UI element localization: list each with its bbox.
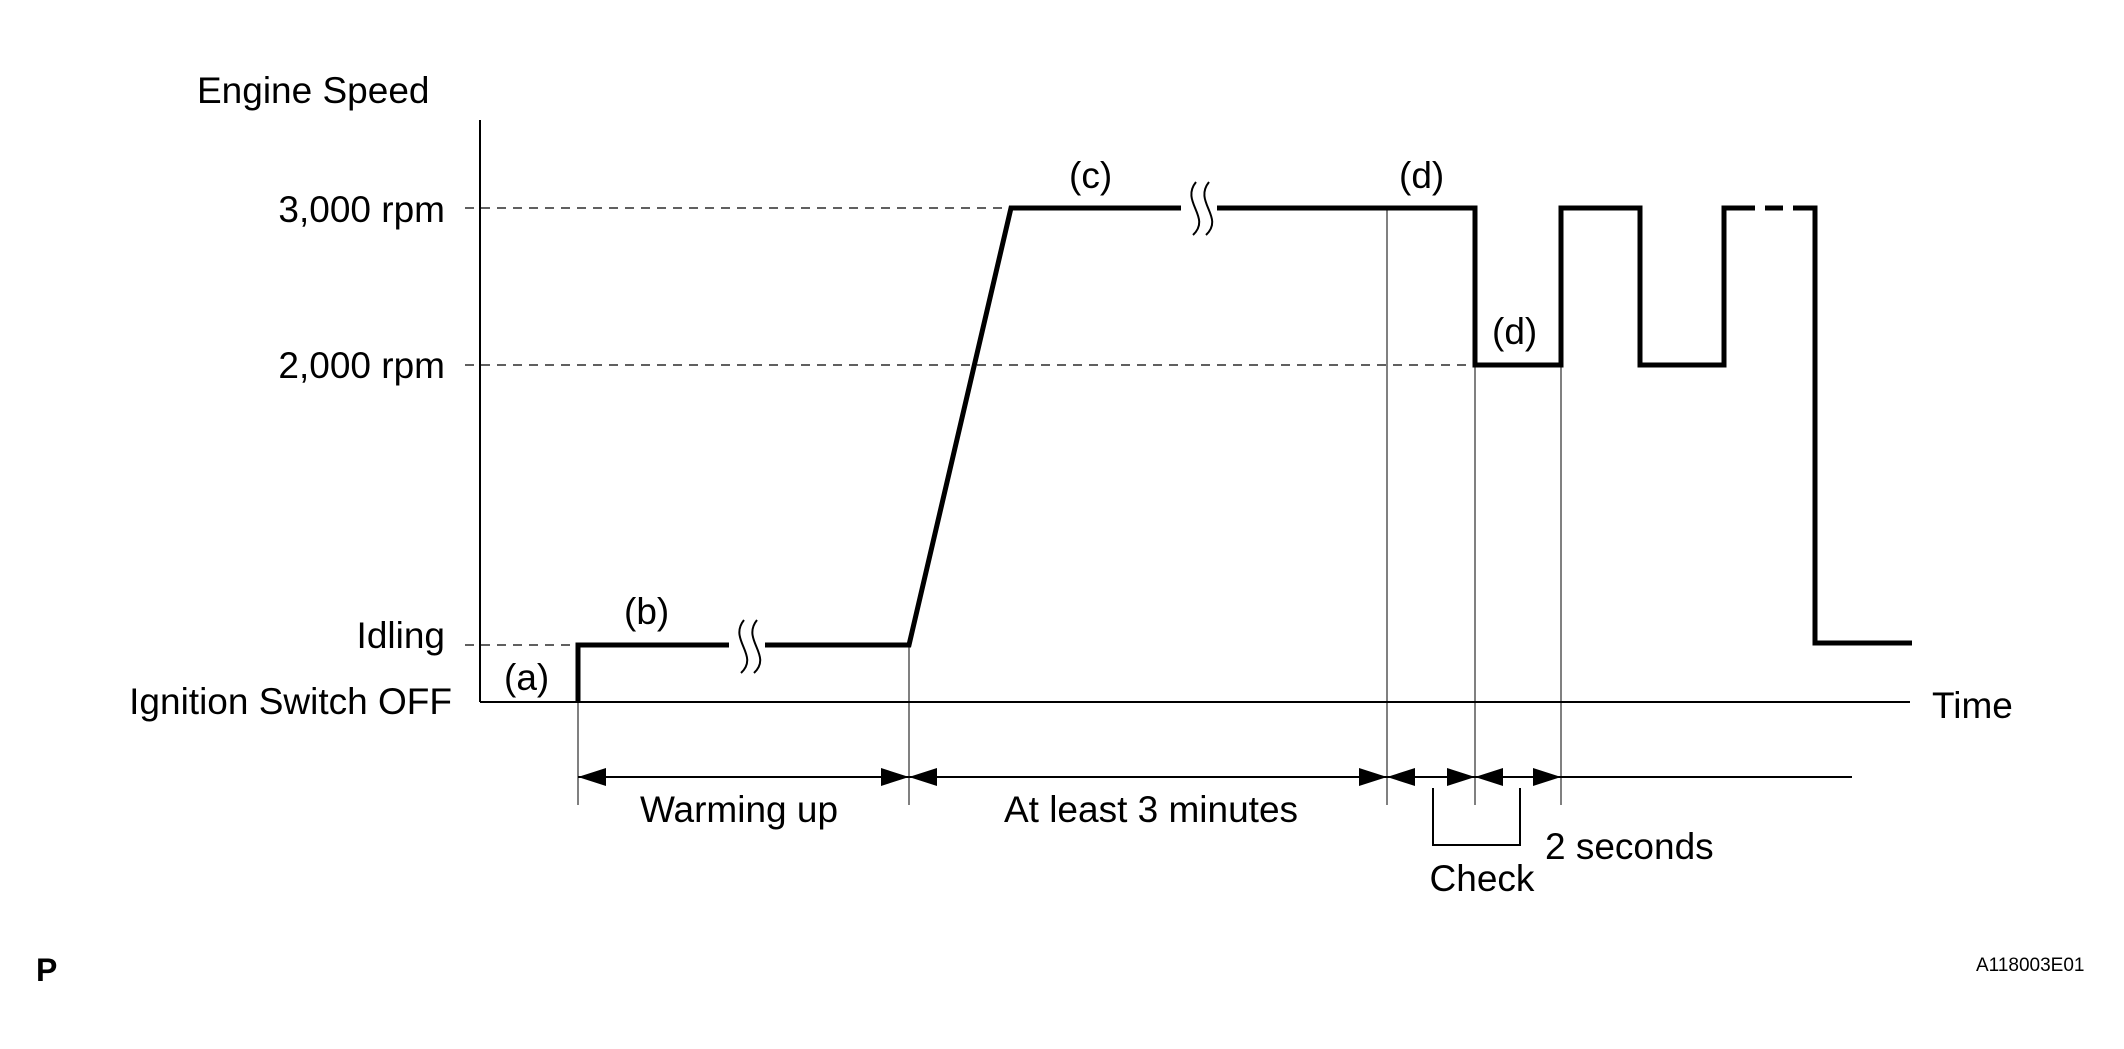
break-mark-b [729,618,765,674]
level-label-off: Ignition Switch OFF [129,681,452,722]
step-label-d-low: (d) [1492,311,1537,352]
break-mark-c [1181,180,1217,236]
level-label-3000: 3,000 rpm [278,189,445,230]
interval-label-warming: Warming up [640,789,838,830]
engine-speed-curve [575,205,1737,702]
figure-id: A118003E01 [1976,955,2085,976]
step-label-a: (a) [504,657,549,698]
x-axis-title: Time [1932,685,2013,726]
step-label-c: (c) [1069,155,1112,196]
interval-label-check: Check [1430,858,1535,899]
interval-arrowheads [578,768,1561,786]
level-label-2000: 2,000 rpm [278,345,445,386]
level-label-idle: Idling [357,615,445,656]
step-label-d-high: (d) [1399,155,1444,196]
interval-label-2sec: 2 seconds [1545,826,1714,867]
corner-letter: P [36,952,58,988]
step-label-b: (b) [624,591,669,632]
check-bracket [1432,788,1521,846]
interval-label-3min: At least 3 minutes [1004,789,1298,830]
engine-speed-final-drop [1805,205,1912,646]
y-axis-title: Engine Speed [197,70,429,111]
